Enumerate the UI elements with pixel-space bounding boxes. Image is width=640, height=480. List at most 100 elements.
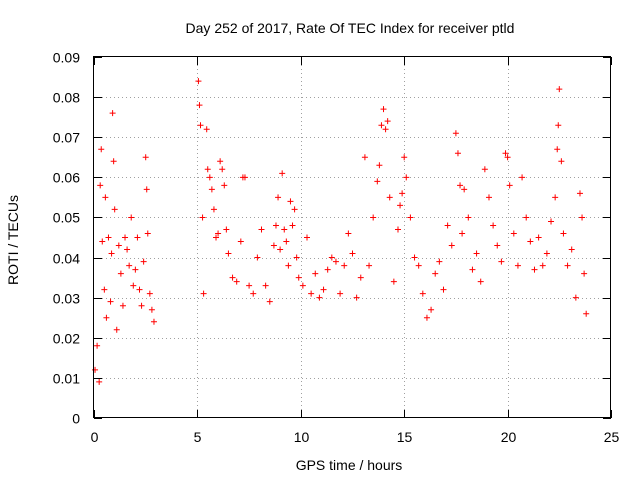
data-point	[399, 190, 406, 197]
y-tick-label: 0.08	[53, 90, 80, 106]
data-point	[436, 258, 443, 265]
data-point	[459, 230, 466, 237]
data-point	[376, 162, 383, 169]
y-tick-label: 0.05	[53, 210, 80, 226]
data-point	[485, 194, 492, 201]
data-point	[390, 278, 397, 285]
data-point	[217, 158, 224, 165]
data-point	[502, 150, 509, 157]
data-point	[366, 262, 373, 269]
data-point	[543, 250, 550, 257]
data-point	[113, 326, 120, 333]
data-point	[105, 234, 112, 241]
data-point	[291, 206, 298, 213]
data-point	[97, 182, 104, 189]
data-point	[514, 262, 521, 269]
data-point	[477, 278, 484, 285]
data-point	[558, 158, 565, 165]
data-point	[473, 250, 480, 257]
data-point	[523, 214, 530, 221]
data-point	[328, 254, 335, 261]
data-point	[195, 78, 202, 85]
data-point	[320, 286, 327, 293]
data-point	[270, 242, 277, 249]
data-point	[219, 166, 226, 173]
data-points	[92, 78, 590, 385]
data-point	[246, 282, 253, 289]
x-axis-label: GPS time / hours	[296, 457, 403, 473]
data-point	[98, 146, 105, 153]
data-point	[432, 270, 439, 277]
data-point	[341, 262, 348, 269]
data-point	[308, 290, 315, 297]
data-point	[197, 122, 204, 129]
data-point	[126, 262, 133, 269]
data-point	[206, 174, 213, 181]
data-point	[119, 302, 126, 309]
x-tick-label: 25	[604, 429, 620, 445]
data-point	[208, 186, 215, 193]
data-point	[111, 206, 118, 213]
data-point	[382, 126, 389, 133]
y-tick-label: 0.09	[53, 50, 80, 66]
data-point	[419, 290, 426, 297]
data-point	[204, 166, 211, 173]
data-point	[465, 214, 472, 221]
data-point	[370, 214, 377, 221]
x-tick-label: 5	[194, 429, 202, 445]
data-point	[407, 214, 414, 221]
data-point	[353, 294, 360, 301]
data-point	[568, 246, 575, 253]
data-point	[250, 290, 257, 297]
data-point	[99, 238, 106, 245]
data-point	[312, 270, 319, 277]
data-point	[576, 190, 583, 197]
data-point	[241, 174, 248, 181]
data-point	[457, 182, 464, 189]
y-axis-label: ROTI / TECUs	[5, 195, 21, 285]
data-point	[124, 246, 131, 253]
data-point	[345, 230, 352, 237]
data-point	[138, 302, 145, 309]
chart-title: Day 252 of 2017, Rate Of TEC Index for r…	[186, 20, 515, 36]
data-point	[279, 170, 286, 177]
y-tick-label: 0.07	[53, 130, 80, 146]
tick-labels: 0 0.01 0.02 0.03 0.04 0.05 0.06 0.07 0.08 0.09 0 5 1…	[53, 50, 620, 446]
data-point	[361, 154, 368, 161]
data-point	[357, 274, 364, 281]
y-tick-label: 0.01	[53, 371, 80, 387]
data-point	[136, 286, 143, 293]
data-point	[229, 274, 236, 281]
data-point	[287, 198, 294, 205]
data-point	[531, 266, 538, 273]
data-point	[258, 226, 265, 233]
data-point	[490, 222, 497, 229]
data-point	[554, 146, 561, 153]
y-tick-label: 0	[72, 411, 80, 427]
data-point	[117, 270, 124, 277]
data-point	[386, 194, 393, 201]
data-point	[552, 194, 559, 201]
data-point	[150, 318, 157, 325]
data-point	[102, 194, 109, 201]
data-point	[295, 274, 302, 281]
data-point	[277, 246, 284, 253]
data-point	[579, 214, 586, 221]
data-point	[572, 294, 579, 301]
data-point	[107, 298, 114, 305]
data-point	[481, 166, 488, 173]
y-tick-label: 0.02	[53, 331, 80, 347]
data-point	[130, 282, 137, 289]
data-point	[103, 314, 110, 321]
x-tick-label: 15	[397, 429, 413, 445]
data-point	[337, 290, 344, 297]
data-point	[349, 250, 356, 257]
y-tick-label: 0.03	[53, 291, 80, 307]
data-point	[213, 234, 220, 241]
data-point	[101, 286, 108, 293]
data-point	[324, 266, 331, 273]
data-point	[128, 214, 135, 221]
data-point	[200, 290, 207, 297]
data-point	[448, 242, 455, 249]
